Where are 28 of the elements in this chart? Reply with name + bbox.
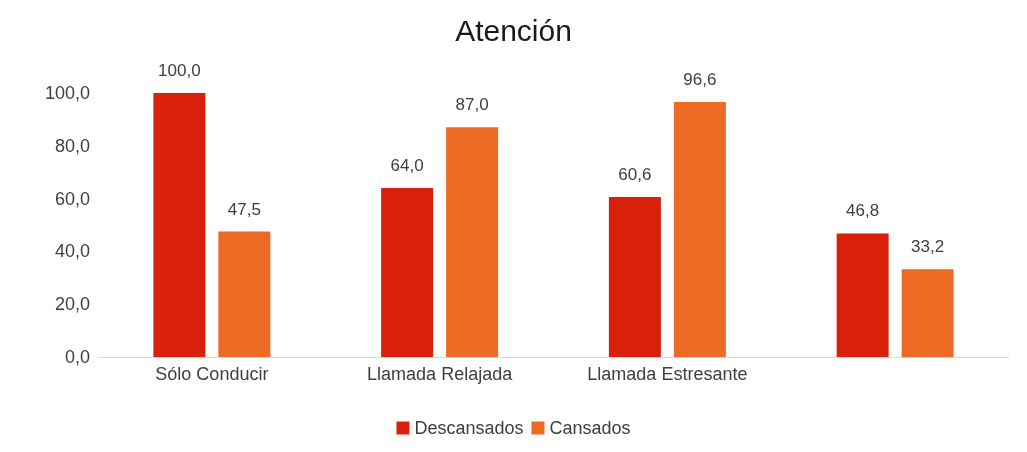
- data-label: 100,0: [158, 61, 201, 80]
- y-tick-label: 0,0: [64, 347, 90, 367]
- y-tick-label: 40,0: [54, 241, 90, 262]
- data-label: 46,8: [846, 201, 880, 221]
- data-label: 87,0: [455, 95, 489, 115]
- bar: [381, 188, 434, 357]
- legend-label: Descansados: [414, 418, 524, 438]
- bar: [901, 269, 954, 357]
- data-label: 33,2: [911, 237, 945, 257]
- bar: [608, 197, 661, 357]
- bar: [836, 233, 889, 357]
- x-tick-label: Sólo Conducir: [155, 364, 269, 384]
- data-label: 47,5: [227, 199, 261, 219]
- data-label: 60,6: [618, 165, 652, 185]
- y-tick-label: 60,0: [54, 188, 90, 209]
- x-tick-label: Llamada Relajada: [367, 364, 514, 384]
- data-label: 96,6: [683, 69, 717, 89]
- chart-title: Atención: [455, 13, 572, 47]
- x-tick-label: Llamada Estresante: [587, 364, 748, 384]
- bar: [446, 127, 499, 357]
- y-tick-label: 20,0: [54, 294, 90, 315]
- data-label: 64,0: [390, 156, 424, 176]
- y-tick-label: 100,0: [44, 83, 90, 103]
- bar: [153, 93, 206, 357]
- y-tick-label: 80,0: [54, 135, 90, 156]
- bar: [218, 231, 271, 357]
- bar: [673, 101, 726, 357]
- legend-label: Cansados: [549, 418, 631, 438]
